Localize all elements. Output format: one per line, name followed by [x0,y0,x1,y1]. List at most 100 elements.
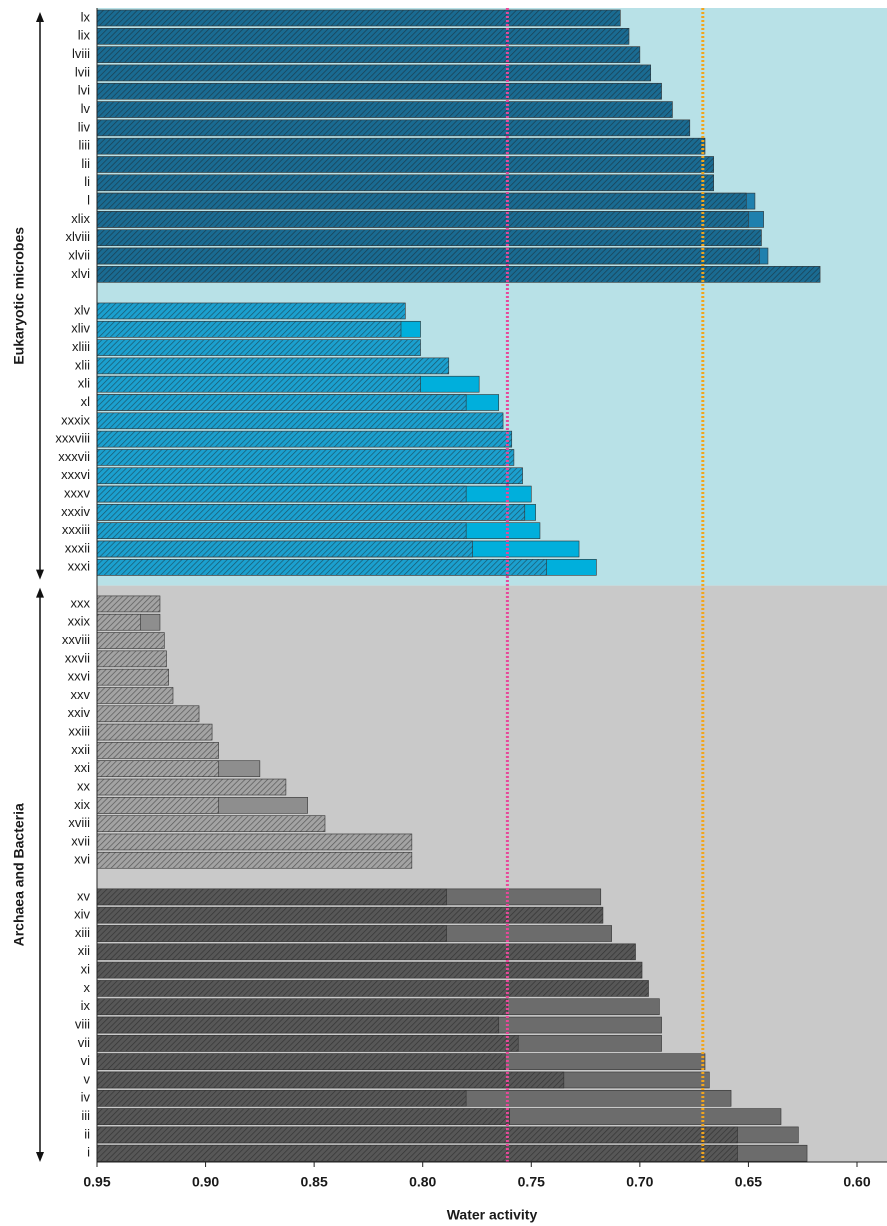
bar-hatched [96,64,652,82]
bar-hatched [96,28,630,45]
category-label: xix [74,797,90,812]
group-label: Eukaryotic microbes [11,227,27,365]
bar-hatched [96,522,467,539]
x-tick-label: 0.85 [301,1174,328,1190]
category-label: xiv [74,907,90,922]
bar-hatched [96,211,749,228]
x-tick-label: 0.60 [843,1174,870,1190]
bar-hatched [96,1053,506,1070]
category-label: xxxv [64,485,91,500]
bar-hatched [96,137,706,155]
category-label: xxvi [68,669,91,684]
bar-hatched [96,998,508,1016]
bar-hatched [96,449,515,466]
category-label: v [84,1071,91,1086]
bar-hatched [96,1089,467,1107]
category-label: xxiv [68,705,91,720]
bar-hatched [96,797,219,814]
bar-hatched [96,888,447,906]
category-label: xx [77,778,91,793]
category-label: xi [81,962,91,977]
category-label: xvii [71,833,90,848]
category-label: xii [78,943,90,958]
bar-hatched [96,1035,519,1052]
bar-hatched [96,961,643,979]
bar-hatched [96,760,219,778]
bar-hatched [96,174,714,192]
category-label: i [87,1145,90,1160]
category-label: xxi [74,760,90,775]
bar-hatched [96,46,641,63]
category-label: vi [81,1053,91,1068]
category-label: lix [78,28,91,43]
group-label: Archaea and Bacteria [11,803,27,946]
x-tick-label: 0.65 [735,1174,762,1190]
arrow-head [36,569,44,580]
bar-hatched [96,723,213,741]
category-label: xlv [74,302,90,317]
bar-hatched [96,485,467,503]
x-axis-title: Water activity [447,1207,538,1223]
category-label: iii [81,1108,90,1123]
bar-hatched [96,266,821,283]
category-label: xxxvii [58,449,90,464]
bar-hatched [96,687,174,704]
bar-hatched [96,650,167,668]
category-label: xliii [72,339,90,354]
category-label: xlviii [65,229,90,244]
bar-hatched [96,558,547,576]
bar-hatched [96,925,447,942]
category-label: xxxix [61,412,90,427]
bar-hatched [96,778,287,796]
bar-hatched [96,595,161,613]
arrow-head [36,1152,44,1162]
category-label: lx [81,9,91,24]
x-tick-label: 0.90 [192,1174,219,1190]
bar-hatched [96,467,523,485]
category-label: ix [81,998,91,1013]
bar-hatched [96,668,169,686]
bar-hatched [96,394,467,411]
category-label: viii [75,1016,90,1031]
category-label: xvi [74,852,90,867]
bar-hatched [96,540,473,558]
category-label: xxxii [65,540,90,555]
bar-hatched [96,430,513,448]
x-tick-label: 0.75 [518,1174,545,1190]
category-label: xlvi [71,266,90,281]
category-label: lvi [78,83,90,98]
category-label: xxv [71,687,91,702]
bar-hatched [96,119,691,137]
bar-hatched [96,504,526,521]
category-label: xxii [71,742,90,757]
category-label: xlix [71,211,90,226]
category-label: x [84,980,91,995]
bar-hatched [96,1071,565,1089]
bar-hatched [96,1126,738,1144]
arrow-head [36,12,44,22]
bar-hatched [96,1108,510,1125]
bar-hatched [96,357,450,375]
category-label: xxxviii [55,431,90,446]
bar-hatched [96,815,326,832]
category-label: xxxvi [61,467,90,482]
category-label: xxvii [65,650,90,665]
bar-hatched [96,613,141,631]
arrow-head [36,587,44,598]
bar-hatched [96,9,621,27]
category-label: xxix [68,614,91,629]
bar-hatched [96,632,165,649]
category-label: lii [81,156,90,171]
category-label: ii [84,1126,90,1141]
x-tick-label: 0.95 [83,1174,110,1190]
category-label: liv [78,119,91,134]
bar-hatched [96,742,219,759]
category-label: xliv [71,321,90,336]
bar-hatched [96,302,406,320]
category-label: xxiii [68,724,90,739]
x-tick-label: 0.80 [409,1174,436,1190]
bar-hatched [96,943,636,961]
category-label: xlii [75,357,90,372]
x-tick-label: 0.70 [626,1174,653,1190]
category-label: xviii [68,815,90,830]
